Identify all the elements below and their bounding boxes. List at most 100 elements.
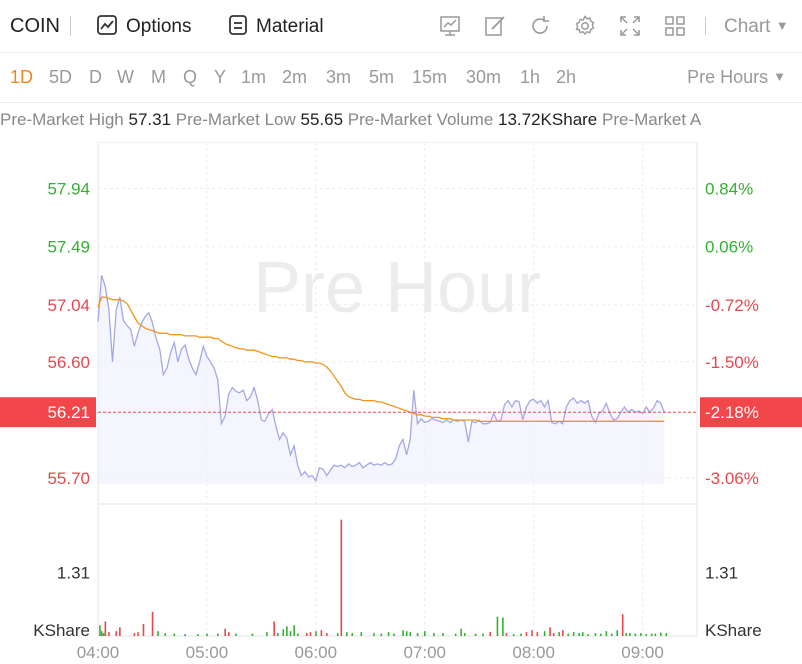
volume-bar bbox=[119, 627, 121, 636]
period-tab-30m[interactable]: 30m bbox=[466, 67, 502, 87]
period-tab-y[interactable]: Y bbox=[214, 67, 227, 87]
period-tab-q[interactable]: Q bbox=[183, 67, 198, 87]
current-price-marker: 56.21 -2.18% bbox=[0, 397, 802, 428]
volume-bar bbox=[345, 632, 348, 636]
x-tick-label: 04:00 bbox=[77, 643, 120, 662]
volume-bar bbox=[402, 630, 404, 636]
volume-bar bbox=[373, 633, 375, 636]
volume-bar bbox=[567, 633, 570, 636]
session-dropdown[interactable]: Pre Hours ▼ bbox=[687, 67, 786, 88]
volume-bar bbox=[552, 633, 555, 636]
volume-bar bbox=[142, 623, 145, 636]
layout-icon[interactable] bbox=[663, 14, 687, 38]
volume-bar bbox=[289, 631, 292, 636]
volume-bar bbox=[654, 633, 657, 636]
period-tab-3m[interactable]: 3m bbox=[326, 67, 352, 87]
period-tab-1m[interactable]: 1m bbox=[241, 67, 267, 87]
volume-bar bbox=[351, 633, 354, 636]
volume-bar bbox=[309, 632, 312, 636]
current-price-box-left bbox=[0, 397, 96, 428]
volume-bars bbox=[99, 519, 668, 636]
volume-bar bbox=[600, 633, 602, 636]
draw-icon[interactable] bbox=[483, 14, 507, 38]
period-tab-m[interactable]: M bbox=[151, 67, 166, 87]
volume-bar bbox=[442, 633, 444, 636]
period-tab-2h[interactable]: 2h bbox=[556, 67, 577, 87]
volume-bar bbox=[578, 633, 580, 636]
volume-bar bbox=[393, 633, 395, 636]
x-tick-label: 05:00 bbox=[186, 643, 229, 662]
volume-bar bbox=[157, 631, 159, 636]
period-tab-5m[interactable]: 5m bbox=[369, 67, 395, 87]
volume-bar bbox=[502, 617, 504, 636]
current-change-label: -2.18% bbox=[705, 403, 759, 422]
volume-bar bbox=[572, 632, 575, 636]
y-tick-label-right: 0.06% bbox=[705, 238, 753, 257]
volume-bar bbox=[102, 633, 105, 636]
volume-bar bbox=[581, 632, 584, 636]
period-tab-5d[interactable]: 5D bbox=[49, 67, 73, 87]
pre-market-stats: Pre-Market High 57.31 Pre-Market Low 55.… bbox=[0, 110, 802, 136]
volume-bar bbox=[543, 631, 546, 636]
current-price-box-right bbox=[700, 397, 802, 428]
chart-type-dropdown[interactable]: Chart ▼ bbox=[724, 14, 789, 38]
volume-bar bbox=[616, 630, 619, 636]
volume-bar bbox=[286, 626, 288, 636]
volume-bar bbox=[100, 631, 103, 636]
options-icon bbox=[97, 15, 117, 35]
toolbar-divider bbox=[705, 17, 706, 35]
price-area-fill bbox=[98, 275, 665, 484]
period-tab-15m[interactable]: 15m bbox=[412, 67, 448, 87]
x-tick-label: 09:00 bbox=[621, 643, 664, 662]
volume-bar bbox=[659, 632, 662, 636]
price-chart[interactable]: Pre Hour 56.21 -2.18% 57.94 0.84% 57.49 0.06… bbox=[0, 142, 802, 664]
volume-bar bbox=[610, 633, 613, 636]
settings-icon[interactable] bbox=[573, 14, 597, 38]
volume-bar bbox=[227, 632, 230, 636]
watermark-text: Pre Hour bbox=[253, 248, 541, 328]
volume-bar bbox=[217, 633, 219, 636]
options-button[interactable]: Options bbox=[96, 14, 191, 38]
volume-bar bbox=[320, 630, 323, 636]
period-tab-2m[interactable]: 2m bbox=[282, 67, 308, 87]
volume-bar bbox=[525, 632, 528, 636]
volume-bar bbox=[197, 634, 199, 636]
low-value: 55.65 bbox=[300, 110, 344, 129]
volume-bar bbox=[184, 634, 187, 636]
volume-bar bbox=[235, 633, 237, 636]
volume-bar bbox=[387, 632, 390, 636]
y-tick-label-left: 56.60 bbox=[47, 353, 90, 372]
period-tab-1d[interactable]: 1D bbox=[10, 67, 34, 87]
chart-type-label: Chart bbox=[724, 16, 771, 37]
y-tick-label-right: -3.06% bbox=[705, 469, 759, 488]
refresh-icon[interactable] bbox=[528, 14, 552, 38]
amount-label: Pre-Market A bbox=[602, 110, 702, 129]
volume-bar bbox=[133, 633, 136, 636]
volume-bar bbox=[489, 632, 491, 636]
volume-bar bbox=[108, 632, 110, 636]
volume-bar bbox=[104, 621, 107, 636]
period-tab-d[interactable]: D bbox=[89, 67, 102, 87]
volume-bar bbox=[531, 630, 533, 636]
material-icon bbox=[229, 15, 247, 35]
price-lines bbox=[97, 275, 665, 483]
volume-bar bbox=[665, 633, 668, 636]
volume-bar bbox=[282, 629, 285, 636]
volume-bar bbox=[424, 631, 426, 636]
period-tab-w[interactable]: W bbox=[117, 67, 134, 87]
volume-bar bbox=[336, 633, 339, 636]
period-tab-1h[interactable]: 1h bbox=[520, 67, 541, 87]
volume-bar bbox=[505, 633, 508, 636]
material-button[interactable]: Material bbox=[228, 14, 324, 38]
fullscreen-icon[interactable] bbox=[618, 14, 642, 38]
volume-bar bbox=[360, 632, 363, 636]
volume-bar bbox=[416, 633, 419, 636]
volume-bar bbox=[409, 632, 412, 636]
volume-bar bbox=[558, 632, 560, 636]
y-tick-label-right: -0.72% bbox=[705, 296, 759, 315]
volume-bar bbox=[151, 611, 154, 636]
volume-bar bbox=[251, 633, 254, 636]
volume-bar bbox=[629, 633, 631, 636]
indicator-icon[interactable] bbox=[438, 14, 462, 38]
volume-bar bbox=[621, 614, 624, 636]
